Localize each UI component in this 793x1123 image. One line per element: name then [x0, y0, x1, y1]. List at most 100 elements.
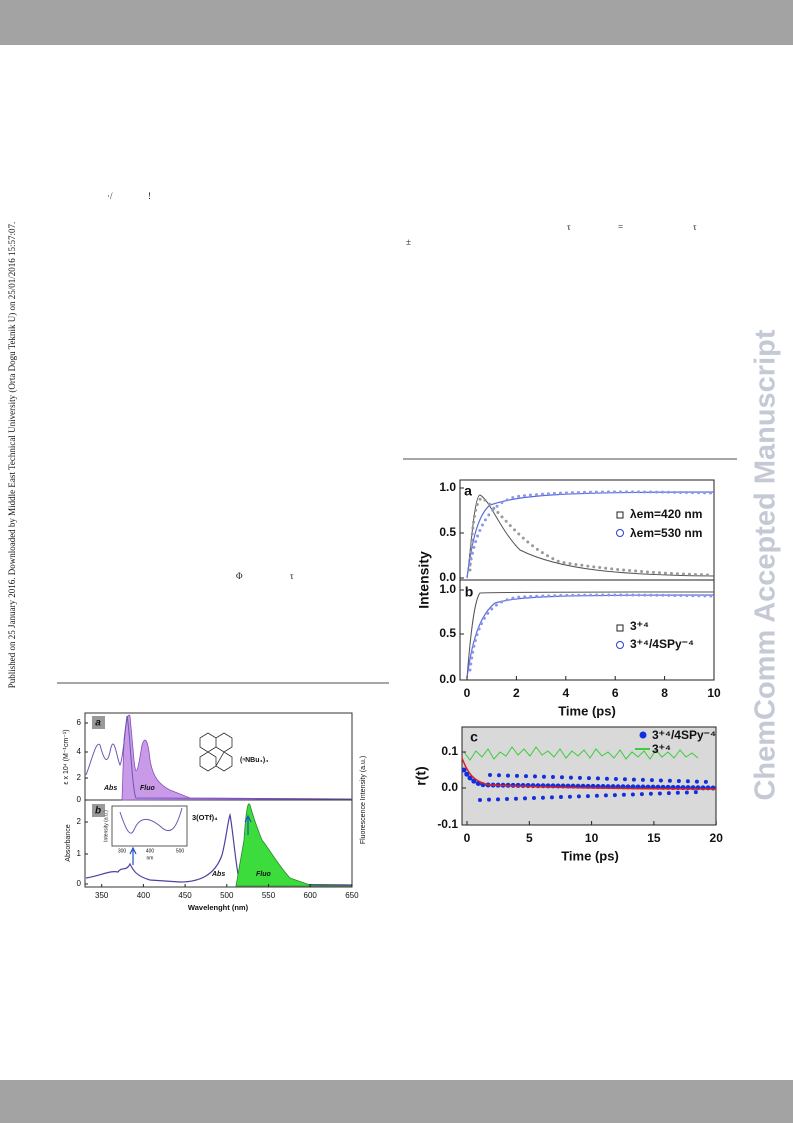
x-tick-label: 10 — [707, 686, 721, 700]
fluorescence-area — [121, 714, 353, 801]
y-axis-title: Fluorescence Intensity (a.u.) — [360, 756, 367, 844]
x-tick-label: 400 — [137, 891, 151, 900]
x-tick-label: 350 — [95, 891, 109, 900]
x-tick-label: 450 — [178, 891, 192, 900]
y-tick-label: 2 — [77, 817, 82, 826]
curve-label: Fluo — [256, 871, 271, 878]
x-tick-label: 6 — [612, 686, 619, 700]
fluorescence-area — [235, 803, 353, 887]
compound-label: 3(OTf)₄ — [192, 813, 218, 822]
x-tick-label: 500 — [220, 891, 234, 900]
y-tick-label: 0.1 — [441, 744, 458, 758]
y-tick-label: 0.0 — [439, 672, 456, 686]
arrow — [129, 846, 137, 855]
y-tick-label: 0.0 — [441, 780, 458, 794]
scatter-trace — [461, 767, 719, 791]
curve-label: Fluo — [140, 785, 155, 792]
inset-tick-label: 300 — [118, 848, 127, 854]
x-tick-label: 4 — [562, 686, 569, 700]
inset-axis-title: Intensity (a.u.) — [103, 810, 109, 842]
text-fragment: ± — [406, 237, 411, 247]
legend-label: 3⁺⁴ — [652, 742, 671, 756]
legend-marker — [616, 529, 624, 537]
y-tick-label: 1.0 — [439, 480, 456, 494]
y-axis-title: r(t) — [413, 766, 429, 785]
y-tick-label: 6 — [77, 718, 82, 727]
x-tick-label: 8 — [661, 686, 668, 700]
x-tick-label: 550 — [262, 891, 276, 900]
legend-label: 3⁺⁴/4SPy⁻⁴ — [630, 637, 694, 651]
y-axis-title: ε x 10⁴ (M⁻¹cm⁻¹) — [63, 729, 70, 784]
scatter-trace — [468, 496, 714, 577]
side-note: Published on 25 January 2016. Downloaded… — [7, 222, 17, 689]
x-tick-label: 650 — [345, 891, 359, 900]
inset-axis-title: nm — [147, 855, 154, 861]
structure — [199, 732, 233, 772]
legend-label: λem=420 nm — [630, 507, 702, 521]
x-tick-label: 0 — [464, 831, 471, 845]
panel-label: a — [464, 483, 472, 499]
inset-tick-label: 400 — [146, 848, 155, 854]
y-tick-label: 2 — [77, 773, 82, 782]
legend-label: λem=530 nm — [630, 526, 702, 540]
panel-badge — [92, 804, 105, 817]
y-tick-label: 1.0 — [439, 582, 456, 596]
anisotropy-trace — [463, 746, 699, 761]
text-fragment: ! — [148, 191, 151, 201]
y-tick-label: 0 — [77, 879, 82, 888]
panel-label: b — [465, 584, 474, 600]
y-tick-label: 0 — [77, 795, 82, 804]
fit-curve — [461, 757, 717, 790]
scatter-trace — [468, 490, 714, 567]
panel-label: c — [470, 729, 478, 745]
fit-curve — [466, 591, 715, 679]
arrow — [244, 814, 252, 823]
text-fragment: ·/ — [107, 191, 113, 201]
text-fragment: = — [618, 222, 623, 232]
legend-marker — [616, 511, 624, 519]
scatter-trace — [468, 593, 714, 672]
x-tick-label: 20 — [710, 831, 724, 845]
legend-marker — [639, 731, 647, 739]
text-fragment: τ — [567, 222, 571, 232]
footer-bar — [0, 1080, 793, 1123]
x-tick-label: 10 — [585, 831, 599, 845]
y-tick-label: 1 — [77, 849, 82, 858]
y-axis-title: Absorbance — [65, 824, 72, 861]
y-tick-label: 4 — [77, 747, 82, 756]
y-tick-label: -0.1 — [437, 817, 458, 831]
scatter-trace — [478, 773, 712, 802]
curve-label: Abs — [103, 785, 117, 792]
legend-label: 3⁺⁴/4SPy⁻⁴ — [652, 728, 716, 742]
panel-label: a — [95, 718, 101, 729]
y-tick-label: 0.5 — [439, 525, 456, 539]
panel-frame — [461, 726, 717, 826]
panel-frame — [459, 579, 715, 681]
legend-label: 3⁺⁴ — [630, 619, 649, 633]
panel-frame — [84, 799, 353, 888]
x-tick-label: 5 — [526, 831, 533, 845]
x-tick-label: 600 — [304, 891, 318, 900]
header-bar — [0, 0, 793, 45]
x-axis-title: Time (ps) — [558, 703, 616, 718]
legend-marker — [616, 624, 624, 632]
text-fragment: τ — [290, 571, 294, 581]
x-axis-title: Time (ps) — [561, 848, 619, 863]
panel-label: b — [95, 806, 101, 817]
watermark: ChemComm Accepted Manuscript — [750, 329, 782, 800]
left-figure — [84, 712, 353, 888]
absorption-curve — [85, 715, 353, 800]
x-tick-label: 0 — [464, 686, 471, 700]
legend-marker — [616, 641, 624, 649]
text-fragment: Φ — [236, 571, 243, 581]
right-figure — [459, 479, 719, 826]
y-tick-label: 0.5 — [439, 626, 456, 640]
curve-label: Abs — [211, 871, 225, 878]
y-axis-title: Intensity — [416, 551, 432, 609]
panel-badge — [92, 716, 105, 729]
text-fragment: τ — [693, 222, 697, 232]
x-tick-label: 2 — [513, 686, 520, 700]
